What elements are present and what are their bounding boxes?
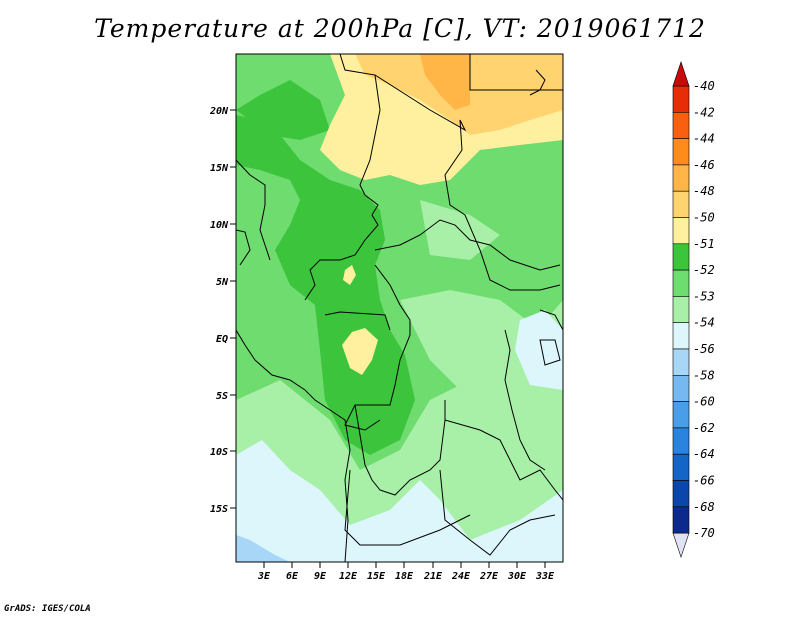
- lat-label-20n: 20N: [209, 106, 229, 117]
- borders: [236, 54, 563, 562]
- chart-title: Temperature at 200hPa [C], VT: 201906171…: [94, 14, 706, 43]
- field-m51-north: [236, 80, 330, 140]
- lon-label-30e: 30E: [507, 571, 527, 582]
- colorbar-swatch: [672, 374, 690, 402]
- map-frame: [235, 53, 564, 563]
- colorbar-swatch: [672, 164, 690, 192]
- lon-label-12e: 12E: [339, 571, 358, 582]
- field-m50-pocket: [343, 265, 356, 285]
- border-car-north: [374, 219, 561, 271]
- lat-label-15n: 15N: [210, 163, 229, 174]
- colorbar-label: -68: [693, 500, 715, 514]
- colorbar-label: -51: [693, 237, 715, 251]
- colorbar-label: -70: [693, 526, 715, 540]
- border-botswana: [439, 469, 556, 556]
- colorbar-label: -66: [693, 474, 715, 488]
- colorbar-label: -54: [693, 316, 715, 330]
- colorbar-label: -56: [693, 342, 715, 356]
- colorbar-swatch: [672, 85, 690, 113]
- colorbar-label: -52: [693, 263, 715, 277]
- colorbar-label: -50: [693, 211, 715, 225]
- field-m50-congo: [342, 328, 378, 375]
- field-m51-band: [236, 115, 415, 455]
- grads-credit: GrADS: IGES/COLA: [4, 604, 91, 614]
- colorbar-label: -44: [693, 132, 715, 146]
- colorbar-label: -48: [693, 184, 715, 198]
- colorbar-swatch: [672, 112, 690, 139]
- lon-label-21e: 21E: [423, 571, 443, 582]
- lat-label-10s: 10S: [210, 447, 228, 458]
- border-zambia: [444, 419, 563, 501]
- colorbar-swatch: [672, 506, 690, 534]
- colorbar-swatch: [672, 480, 690, 508]
- field-m46-north: [420, 54, 470, 110]
- lon-axis: 3E 6E 9E 12E 15E 18E 21E 24E 27E 30E 33E: [257, 562, 555, 582]
- lat-axis: 20N 15N 10N 5N EQ 5S 10S 15S: [209, 106, 236, 515]
- colorbar-swatch: [672, 243, 690, 271]
- border-egypt: [469, 54, 563, 91]
- colorbar-swatch: [672, 427, 690, 455]
- colorbar-label: -62: [693, 421, 715, 435]
- rift-lakes: [504, 329, 546, 471]
- colorbar-swatch: [672, 348, 690, 376]
- field-m56-corner: [236, 535, 290, 562]
- colorbar-label: -40: [693, 79, 715, 93]
- border-benin: [236, 229, 251, 266]
- lon-label-15e: 15E: [367, 571, 386, 582]
- colorbar-label: -58: [693, 368, 715, 382]
- border-gabon: [324, 311, 391, 331]
- lat-label-15s: 15S: [210, 504, 228, 515]
- lon-label-24e: 24E: [451, 571, 471, 582]
- lon-label-6e: 6E: [286, 571, 299, 582]
- border-congo: [344, 264, 411, 431]
- colorbar-label: -64: [693, 447, 715, 461]
- lat-label-5s: 5S: [216, 391, 228, 402]
- border-namibia: [344, 469, 471, 546]
- border-angola: [354, 400, 446, 496]
- coastline-west: [236, 329, 351, 562]
- colorbar-swatch: [672, 453, 690, 481]
- border-chad-east: [374, 74, 561, 291]
- colorbar-swatch: [672, 296, 690, 323]
- colorbar-label: -60: [693, 395, 715, 409]
- temperature-field: [236, 54, 563, 562]
- colorbar-swatch: [672, 190, 690, 218]
- border-nigeria: [236, 159, 271, 261]
- border-egypt-sinai: [529, 69, 546, 96]
- colorbar-bottom-arrow: [672, 532, 690, 559]
- lon-label-3e: 3E: [257, 571, 271, 582]
- lon-label-27e: 27E: [479, 571, 499, 582]
- border-chad-west: [304, 54, 381, 301]
- lat-label-10n: 10N: [210, 220, 229, 231]
- colorbar-label: -42: [693, 105, 715, 119]
- field-m54-south: [236, 440, 563, 562]
- colorbar-swatch: [672, 401, 690, 429]
- colorbar-label: -46: [693, 158, 715, 172]
- lon-label-33e: 33E: [535, 571, 555, 582]
- lake-victoria: [539, 309, 563, 366]
- colorbar-swatch: [672, 269, 690, 297]
- lat-label-5n: 5N: [216, 277, 229, 288]
- field-m54-lakes: [515, 310, 563, 390]
- colorbar-top-arrow: [672, 61, 690, 87]
- colorbar: -40 -42 -44 -46 -48 -50 -51 -52 -53 -54 -56 -58 -60 -…: [672, 61, 715, 559]
- colorbar-label: -53: [693, 289, 715, 303]
- colorbar-swatch: [672, 217, 690, 245]
- lon-label-9e: 9E: [314, 571, 327, 582]
- colorbar-swatch: [672, 322, 690, 350]
- lon-label-18e: 18E: [395, 571, 414, 582]
- colorbar-swatch: [672, 138, 690, 166]
- lat-label-eq: EQ: [216, 334, 228, 345]
